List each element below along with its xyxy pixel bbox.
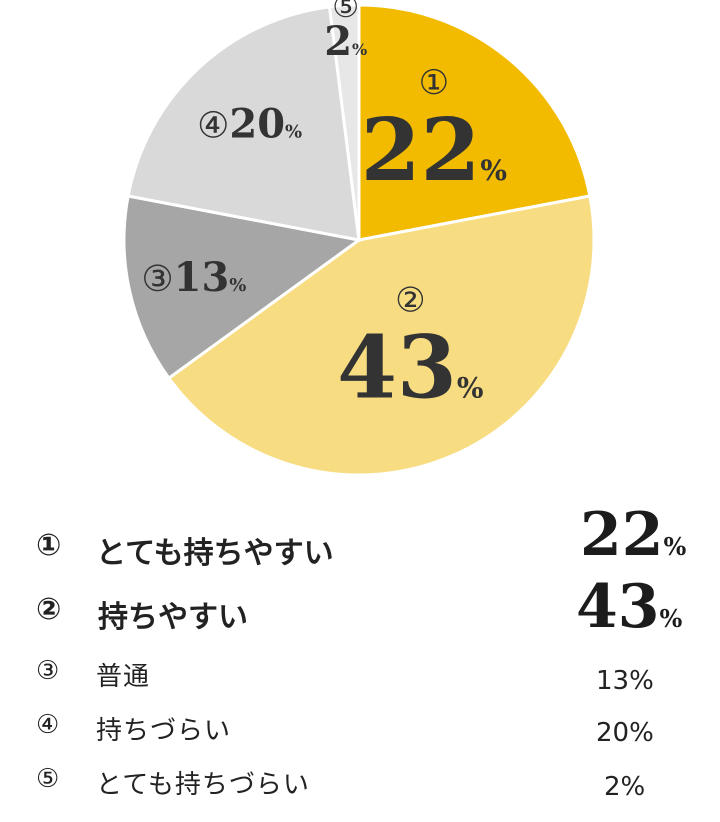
legend-row-4: ④ 持ちづらい 20%	[0, 708, 720, 768]
pie-label-marker: ①	[419, 63, 449, 103]
legend-marker: ⑤	[36, 764, 60, 794]
legend-value: 20%	[596, 718, 654, 748]
pie-label-value: ③13%	[141, 254, 246, 301]
pie-slice-3	[122, 194, 363, 381]
pie-label-3: ③13%	[141, 254, 246, 301]
legend-row-2: ② 持ちやすい 43%	[0, 572, 720, 642]
pie-label-value: ④20%	[197, 101, 302, 148]
legend-label: 持ちづらい	[96, 716, 232, 746]
legend-marker: ④	[36, 710, 60, 740]
legend-value-unit: %	[659, 604, 683, 633]
pie-label-unit: %	[457, 371, 484, 404]
legend-row-5: ⑤ とても持ちづらい 2%	[0, 762, 720, 822]
legend-marker: ①	[36, 528, 62, 563]
legend-value-unit: %	[663, 532, 687, 561]
legend-label: 普通	[96, 662, 151, 692]
pie-slice-4	[126, 5, 361, 242]
legend-marker: ②	[36, 592, 62, 627]
pie-label-marker: ⑤	[332, 0, 359, 25]
legend-row-1: ① とても持ちやすい 22%	[0, 500, 720, 578]
legend-label: とても持ちやすい	[96, 536, 334, 571]
pie-label-4: ④20%	[197, 101, 302, 148]
legend-label: 持ちやすい	[98, 600, 248, 635]
pie-slice-1	[357, 3, 592, 242]
legend-value: 2%	[604, 772, 646, 802]
legend-label: とても持ちづらい	[96, 770, 310, 800]
legend-value-number: 22	[580, 500, 664, 570]
pie-chart: ①22%②43%③13%④20%⑤2%	[122, 0, 596, 477]
legend-row-3: ③ 普通 13%	[0, 656, 720, 716]
legend-marker: ③	[36, 656, 60, 686]
pie-label-marker: ②	[395, 280, 425, 320]
legend-value: 43%	[576, 572, 682, 642]
legend-value: 22%	[580, 500, 686, 570]
legend-value-number: 43	[576, 572, 660, 642]
pie-label-unit: %	[352, 40, 367, 59]
pie-label-unit: %	[480, 154, 507, 187]
pie-slice-2	[166, 194, 596, 477]
pie-label-5: ⑤2%	[324, 0, 367, 65]
legend-value: 13%	[596, 666, 654, 696]
pie-slice-5	[327, 3, 361, 241]
